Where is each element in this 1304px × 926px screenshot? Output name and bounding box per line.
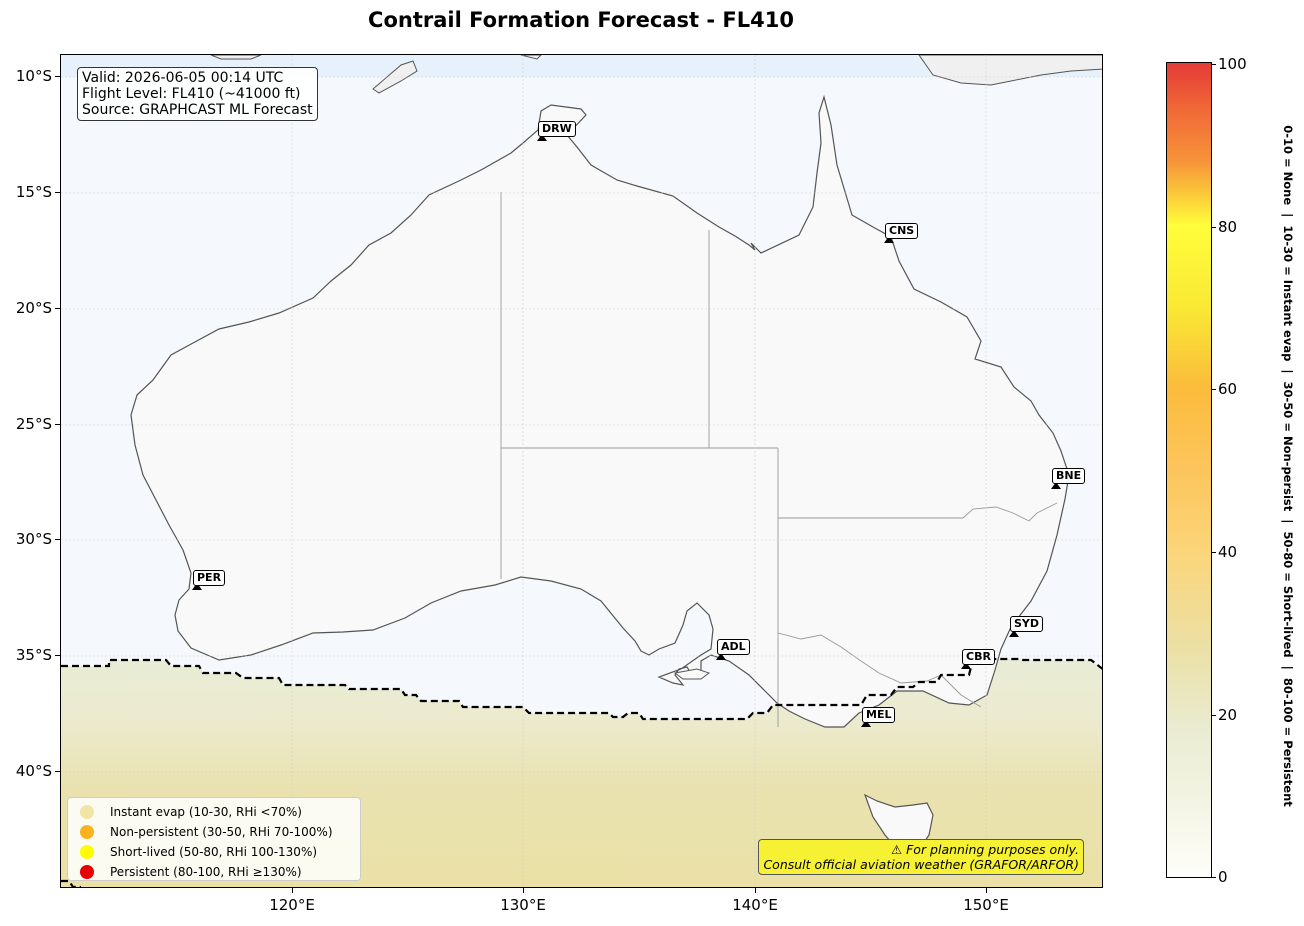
state-borders <box>500 192 1058 727</box>
y-tick-mark <box>55 76 60 77</box>
legend-dot-icon <box>80 825 94 839</box>
colorbar-tick-mark <box>1212 389 1216 390</box>
legend-item: Non-persistent (30-50, RHi 70-100%) <box>80 822 360 842</box>
city-label-mel[interactable]: MEL <box>862 707 896 723</box>
colorbar-tick-mark <box>1212 552 1216 553</box>
legend-label: Instant evap (10-30, RHi <70%) <box>110 805 302 819</box>
x-tick-label: 120°E <box>269 896 315 914</box>
colorbar-tick-mark <box>1212 877 1216 878</box>
colorbar-tick-label: 20 <box>1218 706 1238 724</box>
colorbar-tick-mark <box>1212 227 1216 228</box>
new-guinea <box>918 55 1102 86</box>
legend-dot-icon <box>80 845 94 859</box>
colorbar-label: 0-10 = None | 10-30 = Instant evap | 30-… <box>1281 125 1295 807</box>
x-tick-label: 130°E <box>500 896 546 914</box>
legend-dot-icon <box>80 805 94 819</box>
map-canvas <box>61 55 1102 887</box>
y-tick-mark <box>55 308 60 309</box>
indonesia-coast <box>210 55 542 60</box>
city-label-drw[interactable]: DRW <box>538 121 576 137</box>
city-marker-drw <box>537 134 547 141</box>
city-label-syd[interactable]: SYD <box>1010 616 1044 632</box>
y-tick-mark <box>55 655 60 656</box>
flight-level: Flight Level: FL410 (~41000 ft) <box>82 86 301 102</box>
city-label-bne[interactable]: BNE <box>1052 468 1086 484</box>
city-marker-syd <box>1009 630 1019 637</box>
y-tick-label: 35°S <box>15 646 52 664</box>
y-tick-mark <box>55 539 60 540</box>
colorbar-tick-label: 80 <box>1218 218 1238 236</box>
warning-line-2: Consult official aviation weather (GRAFO… <box>763 857 1079 872</box>
x-tick-label: 150°E <box>963 896 1009 914</box>
y-tick-label: 15°S <box>15 183 52 201</box>
legend: Instant evap (10-30, RHi <70%) Non-persi… <box>67 797 361 881</box>
city-label-adl[interactable]: ADL <box>717 639 750 655</box>
city-marker-cns <box>884 236 894 243</box>
legend-label: Persistent (80-100, RHi ≥130%) <box>110 865 302 879</box>
colorbar-tick-mark <box>1212 64 1216 65</box>
city-marker-mel <box>861 720 871 727</box>
y-tick-label: 10°S <box>15 67 52 85</box>
city-marker-per <box>192 583 202 590</box>
colorbar-tick-mark <box>1212 715 1216 716</box>
map-area[interactable]: Valid: 2026-06-05 00:14 UTC Flight Level… <box>60 54 1103 888</box>
y-tick-mark <box>55 424 60 425</box>
city-label-per[interactable]: PER <box>193 570 226 586</box>
city-marker-cbr <box>961 662 971 669</box>
legend-label: Non-persistent (30-50, RHi 70-100%) <box>110 825 333 839</box>
colorbar-tick-label: 100 <box>1218 55 1247 73</box>
legend-item: Persistent (80-100, RHi ≥130%) <box>80 862 360 882</box>
valid-time: Valid: 2026-06-05 00:14 UTC <box>82 70 284 86</box>
x-tick-mark <box>986 888 987 893</box>
planning-warning: ⚠ For planning purposes only. Consult of… <box>758 839 1084 875</box>
legend-label: Short-lived (50-80, RHi 100-130%) <box>110 845 318 859</box>
city-marker-bne <box>1051 482 1061 489</box>
city-marker-adl <box>716 653 726 660</box>
y-tick-mark <box>55 771 60 772</box>
x-tick-mark <box>523 888 524 893</box>
x-tick-label: 140°E <box>732 896 778 914</box>
city-label-cbr[interactable]: CBR <box>962 649 995 665</box>
warning-line-1: ⚠ For planning purposes only. <box>891 842 1079 857</box>
data-source: Source: GRAPHCAST ML Forecast <box>82 102 313 118</box>
australia-mainland <box>130 94 1070 728</box>
city-label-cns[interactable]: CNS <box>885 223 919 239</box>
northern-ocean-band <box>61 55 1102 77</box>
graticule <box>61 55 1102 887</box>
colorbar-tick-label: 0 <box>1218 868 1228 886</box>
y-tick-mark <box>55 192 60 193</box>
contrail-threshold-line <box>61 657 1102 721</box>
chart-title: Contrail Formation Forecast - FL410 <box>368 8 794 32</box>
colorbar <box>1166 62 1212 878</box>
colorbar-tick-label: 40 <box>1218 543 1238 561</box>
kangaroo-island <box>673 668 711 680</box>
colorbar-tick-label: 60 <box>1218 380 1238 398</box>
legend-item: Short-lived (50-80, RHi 100-130%) <box>80 842 360 862</box>
legend-item: Instant evap (10-30, RHi <70%) <box>80 802 360 822</box>
y-tick-label: 20°S <box>15 299 52 317</box>
x-tick-mark <box>292 888 293 893</box>
x-tick-mark <box>755 888 756 893</box>
forecast-info-box: Valid: 2026-06-05 00:14 UTC Flight Level… <box>77 67 318 121</box>
y-tick-label: 30°S <box>15 530 52 548</box>
y-tick-label: 25°S <box>15 415 52 433</box>
contrail-threshold-line-corner <box>61 879 81 887</box>
legend-dot-icon <box>80 865 94 879</box>
y-tick-label: 40°S <box>15 762 52 780</box>
